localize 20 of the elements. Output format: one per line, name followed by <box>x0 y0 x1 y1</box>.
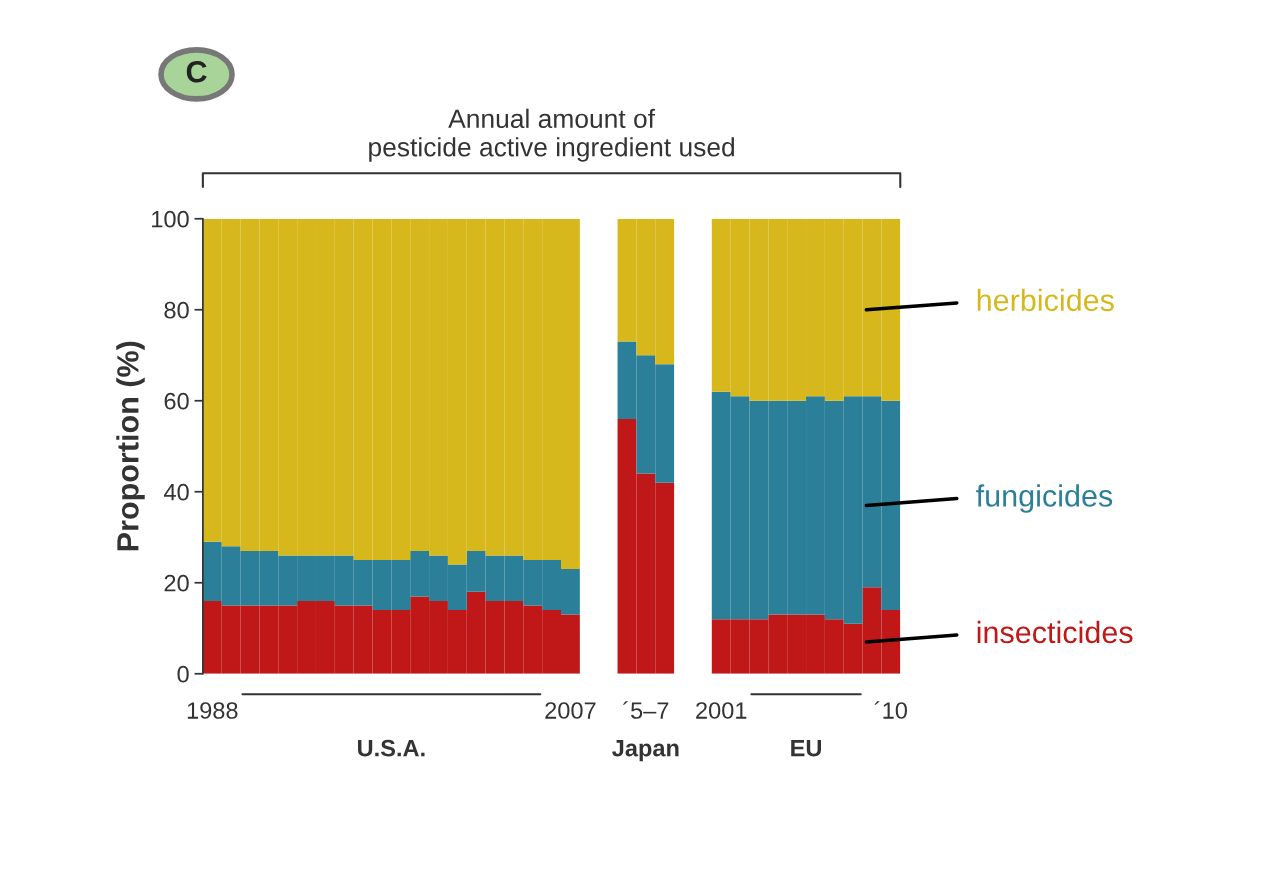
x-tick-label: ´10 <box>874 701 907 719</box>
text: insecticides <box>977 620 1133 644</box>
x-tick-label: 2001 <box>696 702 747 719</box>
text: EU <box>791 740 821 757</box>
y-tick-label: 60 <box>164 392 189 410</box>
y-tick-label: 0 <box>177 665 189 683</box>
y-axis-title: Proportion (%) <box>116 341 145 551</box>
text: Japan <box>612 740 679 762</box>
text: fungicides <box>976 484 1113 513</box>
y-tick-label: 80 <box>164 301 189 319</box>
y-tick-label: 40 <box>163 483 189 501</box>
text: herbicides <box>977 288 1114 312</box>
chart-title: Annual amount of pesticide active ingredient used <box>369 108 734 162</box>
y-tick-label: 20 <box>164 574 189 592</box>
text: C <box>186 60 207 83</box>
x-tick-label: ´5–7 <box>623 701 669 719</box>
text: U.S.A. <box>358 739 425 757</box>
y-tick-label: 100 <box>152 210 189 228</box>
x-tick-label: 1988 <box>187 702 238 719</box>
x-tick-label: 2007 <box>545 702 596 719</box>
